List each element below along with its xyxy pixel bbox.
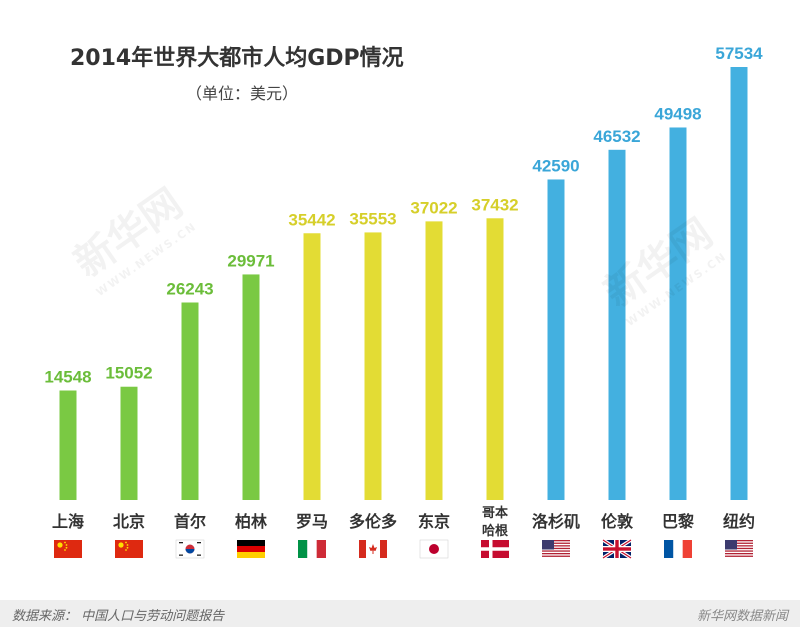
china-flag-icon — [115, 540, 143, 558]
usa-flag-icon — [725, 540, 753, 558]
bar — [547, 179, 565, 500]
category-label: 多伦多 — [349, 512, 397, 531]
footer-bar: 数据来源： 中国人口与劳动问题报告 新华网数据新闻 — [0, 600, 800, 627]
data-label: 15052 — [105, 364, 152, 383]
bar-chart: 14548 上海 15052 北京 26243 首尔 29971 柏林 35442 罗马 35553… — [44, 44, 763, 560]
bar — [669, 127, 687, 500]
bar — [486, 218, 504, 500]
category-label: 伦敦 — [601, 512, 634, 531]
chart-title: 2014年世界大都市人均GDP情况 — [70, 46, 404, 71]
brand-label: 新华网数据新闻 — [696, 609, 788, 624]
category-label: 哈根 — [482, 523, 509, 539]
usa-flag-icon — [542, 540, 570, 558]
bar — [364, 232, 382, 501]
data-label: 26243 — [166, 279, 213, 298]
china-flag-icon — [54, 540, 82, 558]
data-label: 35553 — [349, 209, 396, 228]
source-note: 数据来源： 中国人口与劳动问题报告 — [12, 609, 225, 624]
bar — [425, 221, 443, 501]
japan-flag-icon — [419, 539, 449, 559]
france-flag-icon — [664, 540, 692, 558]
bar — [120, 386, 138, 500]
bar — [730, 67, 748, 500]
category-label: 纽约 — [723, 512, 755, 531]
category-label: 北京 — [113, 512, 145, 531]
canada-flag-icon — [359, 540, 387, 558]
category-label: 首尔 — [174, 512, 206, 531]
data-label: 37022 — [410, 198, 457, 217]
chart-subtitle: （单位：美元） — [186, 84, 299, 103]
data-label: 14548 — [44, 368, 91, 387]
category-label: 洛杉矶 — [532, 512, 580, 531]
category-label: 柏林 — [235, 512, 267, 531]
data-label: 57534 — [715, 44, 763, 63]
category-label: 哥本 — [482, 505, 508, 521]
data-label: 35442 — [288, 210, 335, 229]
bar — [242, 274, 260, 500]
south-korea-flag-icon — [175, 539, 205, 559]
data-label: 37432 — [471, 195, 518, 214]
uk-flag-icon — [602, 538, 632, 560]
denmark-flag-icon — [481, 540, 509, 558]
data-label: 29971 — [227, 251, 274, 270]
data-label: 42590 — [532, 156, 579, 175]
category-label: 巴黎 — [662, 512, 694, 531]
bar — [181, 302, 199, 500]
data-label: 46532 — [593, 127, 640, 146]
data-label: 49498 — [654, 104, 701, 123]
italy-flag-icon — [298, 540, 326, 558]
category-label: 罗马 — [296, 512, 328, 531]
bar — [608, 149, 626, 500]
bar — [303, 233, 321, 501]
category-label: 东京 — [418, 512, 450, 531]
category-label: 上海 — [52, 512, 84, 531]
bar — [59, 390, 77, 500]
germany-flag-icon — [237, 540, 265, 558]
